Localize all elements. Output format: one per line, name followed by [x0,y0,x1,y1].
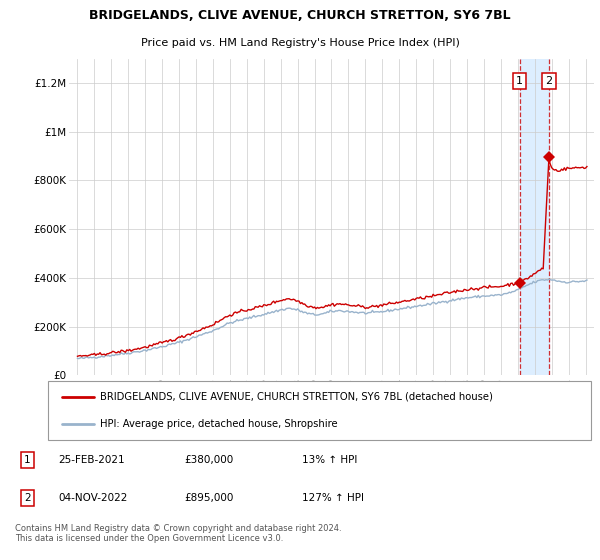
Text: 25-FEB-2021: 25-FEB-2021 [58,455,125,465]
Text: Price paid vs. HM Land Registry's House Price Index (HPI): Price paid vs. HM Land Registry's House … [140,38,460,48]
Text: 1: 1 [517,76,523,86]
Text: 13% ↑ HPI: 13% ↑ HPI [302,455,357,465]
Text: BRIDGELANDS, CLIVE AVENUE, CHURCH STRETTON, SY6 7BL (detached house): BRIDGELANDS, CLIVE AVENUE, CHURCH STRETT… [100,391,493,402]
Text: £895,000: £895,000 [184,493,233,503]
Text: BRIDGELANDS, CLIVE AVENUE, CHURCH STRETTON, SY6 7BL: BRIDGELANDS, CLIVE AVENUE, CHURCH STRETT… [89,9,511,22]
Text: 2: 2 [24,493,31,503]
Text: 04-NOV-2022: 04-NOV-2022 [58,493,127,503]
Text: Contains HM Land Registry data © Crown copyright and database right 2024.
This d: Contains HM Land Registry data © Crown c… [15,524,341,543]
Bar [520,59,549,375]
Text: 127% ↑ HPI: 127% ↑ HPI [302,493,364,503]
FancyBboxPatch shape [48,381,591,440]
Text: £380,000: £380,000 [184,455,233,465]
Text: 1: 1 [24,455,31,465]
Text: HPI: Average price, detached house, Shropshire: HPI: Average price, detached house, Shro… [100,419,337,429]
Text: 2: 2 [545,76,553,86]
